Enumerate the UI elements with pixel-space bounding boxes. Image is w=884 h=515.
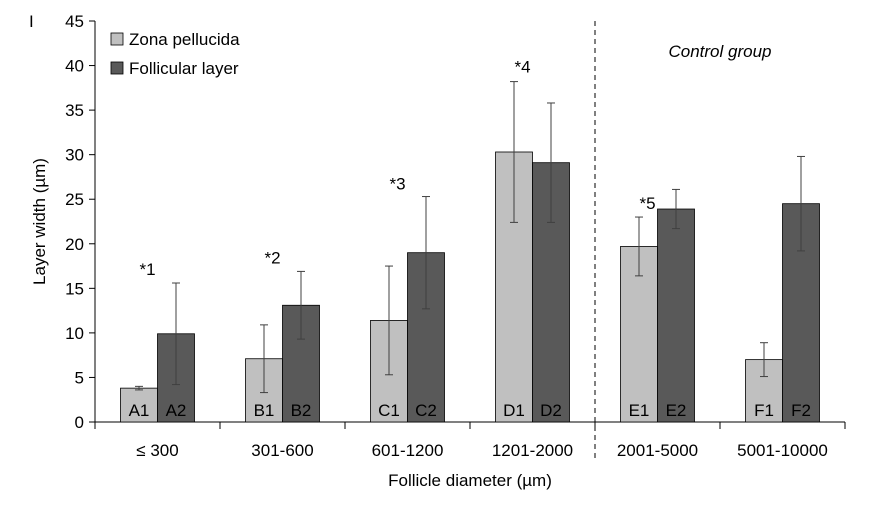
x-tick-label: 2001-5000: [617, 441, 698, 460]
control-group-label: Control group: [668, 42, 771, 61]
legend: Zona pellucida Follicular layer: [110, 30, 240, 78]
bar-label: F1: [754, 401, 774, 420]
bar-label: A1: [129, 401, 150, 420]
x-axis-label: Follicle diameter (µm): [388, 471, 552, 490]
y-tick-label: 25: [65, 190, 84, 209]
significance-label: *2: [264, 248, 280, 267]
y-tick-label: 15: [65, 279, 84, 298]
bar-label: E2: [666, 401, 687, 420]
bar-label: F2: [791, 401, 811, 420]
bar-labels: A1 B1 C1 D1 E1 F1 A2 B2 C2 D2 E2 F2: [129, 401, 811, 420]
bar-label: D2: [540, 401, 562, 420]
x-tick-label: ≤ 300: [136, 441, 178, 460]
bar-label: B2: [291, 401, 312, 420]
x-tick-label: 601-1200: [372, 441, 444, 460]
y-tick-label: 30: [65, 146, 84, 165]
legend-swatch: [110, 61, 124, 75]
y-tick-label: 40: [65, 57, 84, 76]
x-tick-label: 1201-2000: [492, 441, 573, 460]
bar-label: B1: [254, 401, 275, 420]
y-tick-label: 0: [75, 413, 84, 432]
legend-label: Follicular layer: [129, 59, 239, 78]
bar: [657, 208, 695, 423]
y-axis: 0 5 10 15 20 25 30 35 40 45: [65, 12, 96, 432]
y-tick-label: 35: [65, 101, 84, 120]
y-axis-label: Layer width (µm): [30, 158, 49, 285]
y-tick-label: 20: [65, 235, 84, 254]
bar-label: C2: [415, 401, 437, 420]
bars: [120, 151, 820, 423]
significance-label: *5: [639, 194, 655, 213]
significance-label: *3: [389, 174, 405, 193]
x-tick-label: 301-600: [251, 441, 313, 460]
y-tick-label: 5: [75, 368, 84, 387]
significance-label: *4: [514, 58, 530, 77]
bar-label: D1: [503, 401, 525, 420]
error-bars: [135, 81, 805, 394]
x-axis: ≤ 300 301-600 601-1200 1201-2000 2001-5000 50…: [94, 421, 846, 460]
annotations: *1 *2 *3 *4 *5: [139, 58, 655, 279]
x-tick-label: 5001-10000: [737, 441, 828, 460]
significance-label: *1: [139, 260, 155, 279]
bar-label: E1: [629, 401, 650, 420]
legend-swatch: [110, 32, 124, 46]
bar-label: A2: [166, 401, 187, 420]
y-tick-label: 45: [65, 12, 84, 31]
legend-label: Zona pellucida: [129, 30, 240, 49]
bar-label: C1: [378, 401, 400, 420]
y-tick-label: 10: [65, 324, 84, 343]
panel-letter: I: [29, 12, 34, 31]
